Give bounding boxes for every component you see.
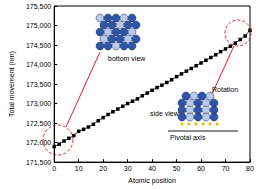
- svg-text:10: 10: [75, 165, 83, 172]
- svg-text:172,000: 172,000: [26, 139, 51, 146]
- svg-text:side view: side view: [150, 110, 180, 117]
- svg-text:40: 40: [148, 165, 156, 172]
- svg-text:Total movement (nm): Total movement (nm): [8, 51, 16, 117]
- svg-text:Rotation: Rotation: [212, 86, 238, 93]
- svg-text:Atomic position: Atomic position: [128, 177, 176, 185]
- svg-text:30: 30: [124, 165, 132, 172]
- svg-text:Pivotal axis: Pivotal axis: [170, 134, 206, 141]
- svg-text:0: 0: [52, 165, 56, 172]
- svg-text:50: 50: [173, 165, 181, 172]
- svg-text:172,500: 172,500: [26, 120, 51, 127]
- svg-text:175,000: 175,000: [26, 22, 51, 29]
- svg-text:171,500: 171,500: [26, 159, 51, 166]
- svg-text:174,000: 174,000: [26, 61, 51, 68]
- svg-text:174,500: 174,500: [26, 42, 51, 49]
- svg-text:173,500: 173,500: [26, 81, 51, 88]
- svg-text:175,500: 175,500: [26, 3, 51, 10]
- svg-text:80: 80: [246, 165, 254, 172]
- svg-text:70: 70: [222, 165, 230, 172]
- svg-text:173,000: 173,000: [26, 100, 51, 107]
- svg-text:bottom view: bottom view: [108, 55, 146, 62]
- svg-text:60: 60: [197, 165, 205, 172]
- svg-text:20: 20: [99, 165, 107, 172]
